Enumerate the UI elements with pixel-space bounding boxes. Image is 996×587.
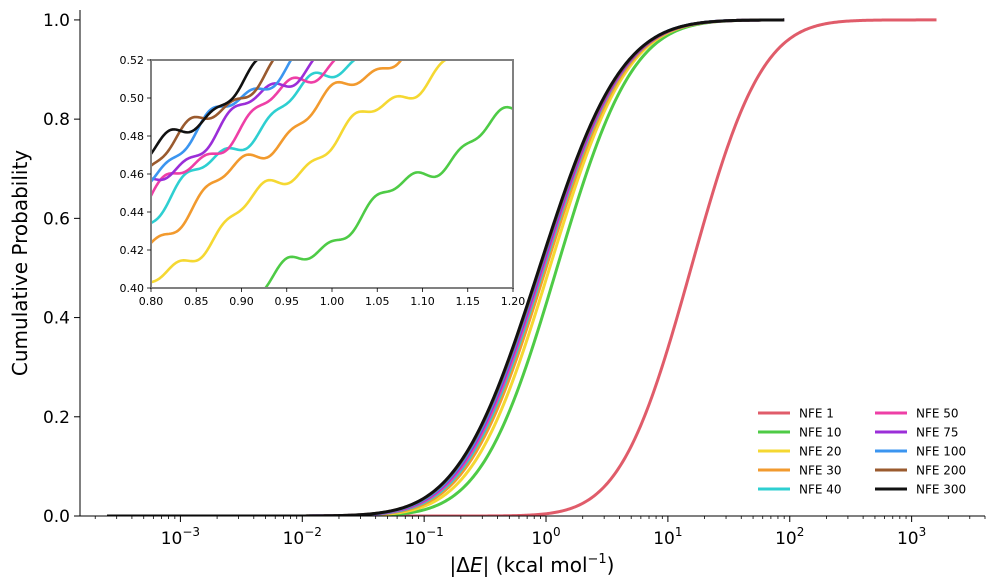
inset-y-tick-label: 0.44 (120, 206, 145, 219)
inset-x-tick-label: 0.80 (139, 295, 164, 308)
legend-label: NFE 50 (916, 407, 959, 421)
inset-x-tick-label: 1.20 (501, 295, 526, 308)
inset-series-line-nfe-200 (151, 60, 275, 167)
inset-y-tick-label: 0.40 (120, 282, 145, 295)
legend-label: NFE 10 (799, 426, 842, 440)
y-tick-label: 0.6 (43, 209, 70, 229)
y-tick-label: 0.0 (43, 507, 70, 527)
inset-series-line-nfe-100 (151, 60, 293, 183)
inset-x-tick-label: 0.85 (184, 295, 209, 308)
inset-x-tick-label: 1.10 (410, 295, 435, 308)
legend-label: NFE 300 (916, 483, 966, 497)
x-tick-label: 103 (897, 525, 926, 549)
y-tick-label: 0.2 (43, 408, 70, 428)
inset-background (151, 60, 513, 288)
inset-x-tick-label: 1.00 (320, 295, 345, 308)
inset-series-line-nfe-50 (151, 60, 337, 197)
y-tick-label: 1.0 (43, 11, 70, 31)
legend: NFE 1 NFE 10 NFE 20 NFE 30 NFE 40 NFE 50 NFE 7… (758, 407, 966, 497)
inset-plot-area (151, 60, 513, 288)
legend-label: NFE 200 (916, 464, 966, 478)
x-tick-label: 102 (775, 525, 804, 549)
legend-label: NFE 1 (799, 407, 834, 421)
inset-x-tick-label: 1.05 (365, 295, 390, 308)
inset-series-line-nfe-40 (151, 60, 357, 225)
inset-series-line-nfe-10 (263, 105, 513, 288)
x-tick-label: 101 (653, 525, 682, 549)
x-tick-label: 10−3 (161, 525, 200, 549)
inset-x-tick-label: 0.95 (275, 295, 300, 308)
inset-series-line-nfe-30 (151, 60, 403, 244)
y-tick-label: 0.4 (43, 309, 70, 329)
legend-label: NFE 20 (799, 445, 842, 459)
inset-y-tick-label: 0.50 (120, 92, 145, 105)
inset-series-line-nfe-300 (151, 60, 259, 155)
legend-label: NFE 40 (799, 483, 842, 497)
inset-series-line-nfe-20 (151, 60, 448, 284)
x-tick-label: 100 (531, 525, 560, 549)
x-tick-label: 10−1 (404, 525, 443, 549)
inset-x-tick-label: 1.15 (456, 295, 481, 308)
legend-label: NFE 75 (916, 426, 959, 440)
main-axes: 0.0 0.2 0.4 0.6 0.8 1.0 10−3 10−2 10−1 100 101 102 1… (43, 10, 986, 549)
inset-y-tick-label: 0.46 (120, 168, 145, 181)
inset-axes: 0.80 0.85 0.90 0.95 1.00 1.05 1.10 1.15 1.20 0.40… (120, 54, 526, 308)
series-line-nfe-10 (107, 18, 785, 516)
inset-y-tick-label: 0.42 (120, 244, 145, 257)
x-axis-label: |ΔE| (kcal mol−1) (450, 552, 615, 577)
legend-label: NFE 100 (916, 445, 966, 459)
y-tick-label: 0.8 (43, 110, 70, 130)
x-tick-label: 10−2 (283, 525, 322, 549)
series-line-nfe-300 (107, 18, 785, 516)
inset-x-tick-label: 0.90 (229, 295, 254, 308)
main-plot-area (107, 18, 937, 516)
inset-series-line-nfe-75 (151, 60, 315, 182)
inset-y-tick-label: 0.48 (120, 130, 145, 143)
y-axis-label: Cumulative Probability (8, 150, 32, 376)
legend-label: NFE 30 (799, 464, 842, 478)
series-line-nfe-1 (338, 18, 937, 516)
inset-y-tick-label: 0.52 (120, 54, 145, 67)
